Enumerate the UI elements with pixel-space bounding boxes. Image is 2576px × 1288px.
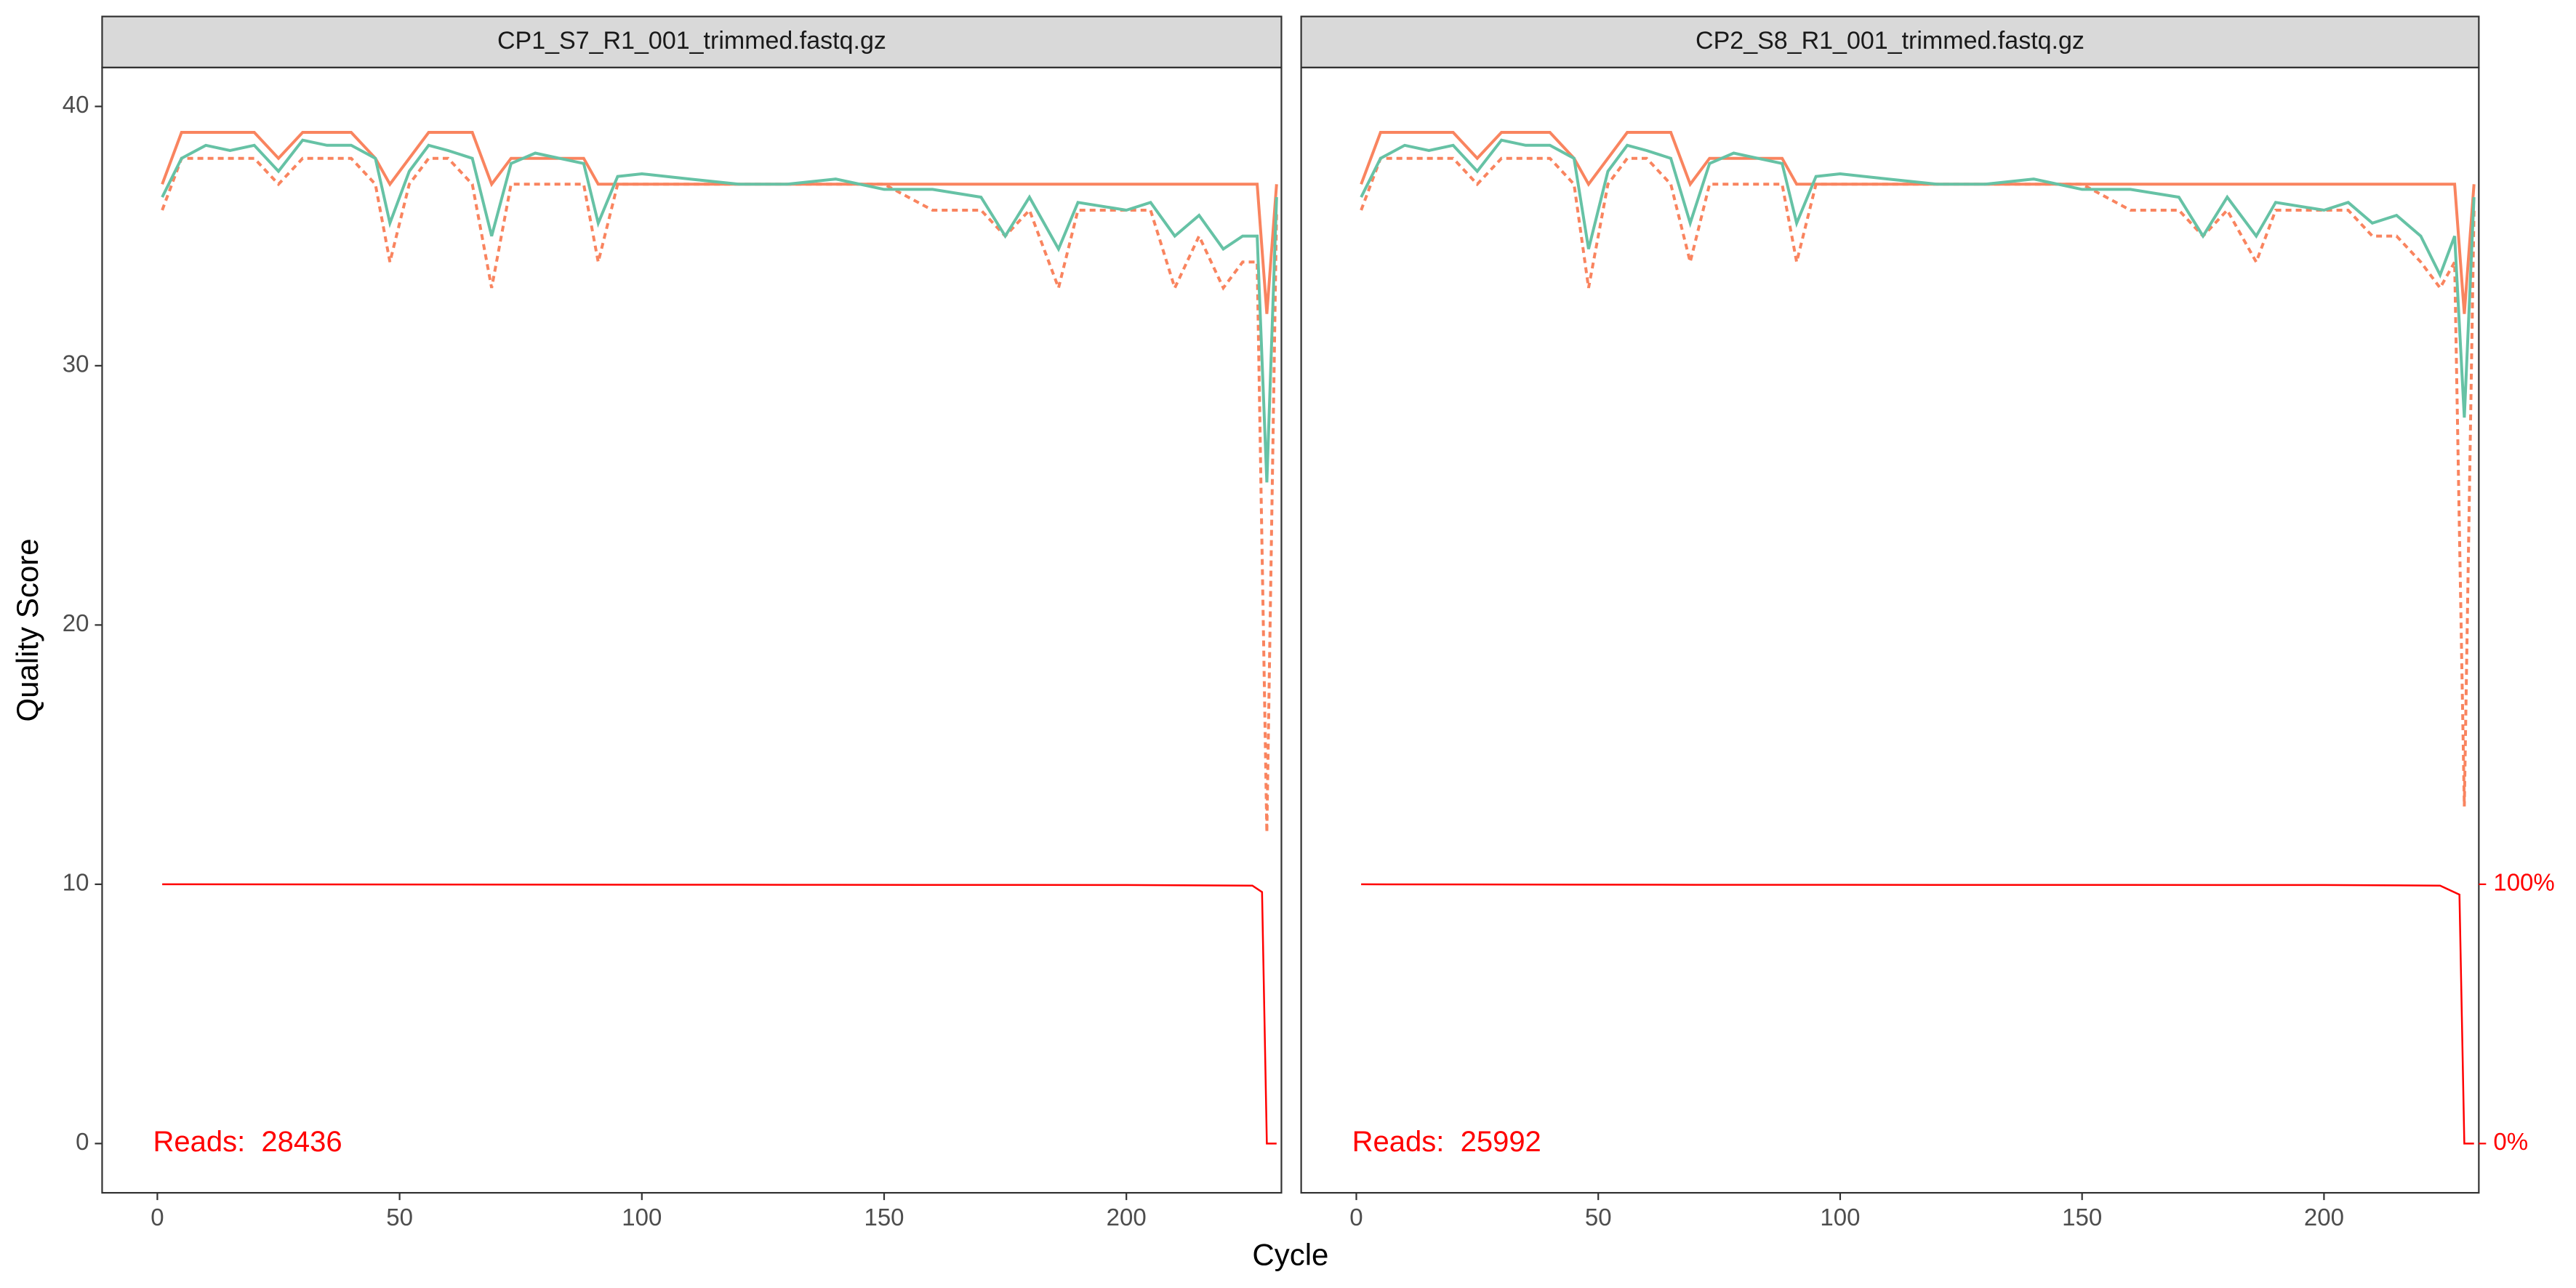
y-tick-label: 0 <box>76 1128 89 1155</box>
reads-label: Reads: 28436 <box>153 1126 342 1158</box>
panel-title: CP2_S8_R1_001_trimmed.fastq.gz <box>1696 27 2085 55</box>
series-line <box>1361 883 2474 1145</box>
series-line <box>1360 156 2476 807</box>
series-line <box>161 138 1278 483</box>
x-tick-label: 150 <box>2062 1204 2102 1231</box>
reads-label: Reads: 25992 <box>1352 1126 1541 1158</box>
strip <box>1300 15 2480 68</box>
x-tick-label: 50 <box>386 1204 413 1231</box>
strip <box>101 15 1283 68</box>
series-line <box>1360 138 2476 418</box>
x-tick-label: 200 <box>1107 1204 1147 1231</box>
x-tick-label: 100 <box>622 1204 662 1231</box>
y-tick-label: 20 <box>63 609 89 636</box>
series-line <box>1360 131 2476 314</box>
y-tick-label: 10 <box>63 869 89 896</box>
x-tick-label: 200 <box>2304 1204 2344 1231</box>
x-axis-label: Cycle <box>1252 1238 1328 1272</box>
x-tick-label: 0 <box>1349 1204 1363 1231</box>
panel-border <box>101 66 1283 1194</box>
series-line <box>161 156 1278 833</box>
panel-border <box>1300 66 2480 1194</box>
panel-title: CP1_S7_R1_001_trimmed.fastq.gz <box>497 27 886 55</box>
y-axis-label: Quality Score <box>10 538 44 721</box>
y2-tick-label: 100% <box>2493 869 2554 896</box>
x-tick-label: 0 <box>151 1204 164 1231</box>
series-line <box>162 883 1277 1145</box>
y-tick-label: 40 <box>63 91 89 118</box>
x-tick-label: 100 <box>1820 1204 1860 1231</box>
x-tick-label: 150 <box>864 1204 904 1231</box>
x-tick-label: 50 <box>1585 1204 1612 1231</box>
y2-tick-label: 0% <box>2493 1128 2528 1155</box>
series-line <box>161 131 1278 314</box>
y-tick-label: 30 <box>63 351 89 377</box>
